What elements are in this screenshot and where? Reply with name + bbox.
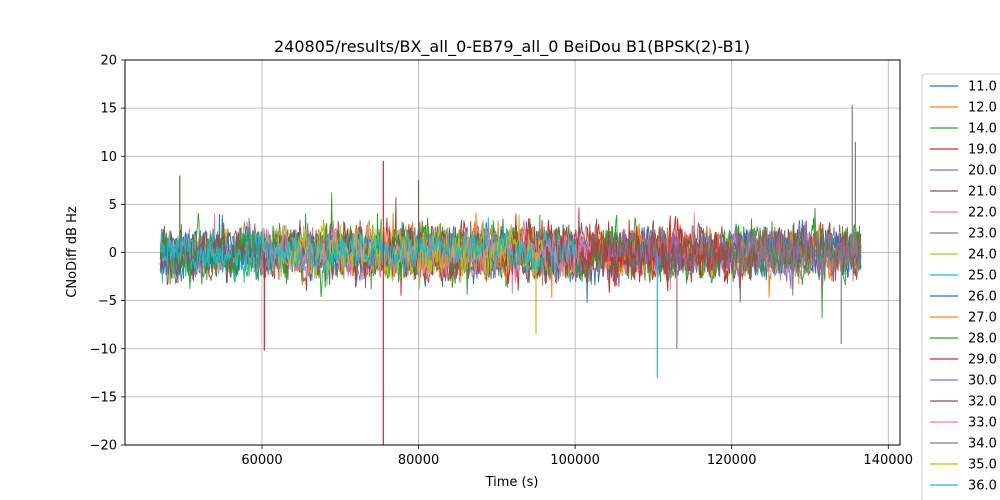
y-tick-label: 15 [100, 102, 117, 117]
legend-label: 25.0 [968, 269, 997, 284]
series-line [277, 214, 545, 290]
legend-entry: 27.0 [930, 311, 997, 326]
legend-entry: 26.0 [930, 290, 997, 305]
x-tick-label: 60000 [241, 453, 282, 468]
legend-entry: 36.0 [930, 479, 997, 494]
legend-entry: 30.0 [930, 374, 997, 389]
legend-label: 23.0 [968, 227, 997, 242]
legend-label: 35.0 [968, 458, 997, 473]
legend-label: 21.0 [968, 185, 997, 200]
y-tick-label: −15 [90, 390, 117, 405]
legend-label: 20.0 [968, 164, 997, 179]
chart-title: 240805/results/BX_all_0-EB79_all_0 BeiDo… [274, 37, 750, 57]
legend-label: 19.0 [968, 143, 997, 158]
y-tick-label: −10 [90, 342, 117, 357]
legend-entry: 34.0 [930, 437, 997, 452]
legend-label: 12.0 [968, 101, 997, 116]
legend-label: 32.0 [968, 395, 997, 410]
y-axis-label: CNoDiff dB Hz [65, 206, 80, 298]
legend-label: 29.0 [968, 353, 997, 368]
y-tick-label: 20 [100, 54, 117, 69]
y-tick-label: 5 [109, 198, 117, 213]
x-tick-label: 100000 [550, 453, 600, 468]
legend-label: 24.0 [968, 248, 997, 263]
legend-entry: 29.0 [930, 353, 997, 368]
x-tick-label: 80000 [398, 453, 439, 468]
legend-entry: 19.0 [930, 143, 997, 158]
plot-area [159, 105, 862, 445]
series-line [159, 216, 576, 283]
legend-entry: 25.0 [930, 269, 997, 284]
legend-entry: 32.0 [930, 395, 997, 410]
x-axis-label: Time (s) [485, 475, 539, 490]
legend-entry: 11.0 [930, 80, 997, 95]
series-layer [159, 105, 862, 445]
y-axis: −20 −15 −10 −5 0 5 10 15 20 [90, 54, 125, 454]
y-tick-label: −20 [90, 439, 117, 454]
legend: 11.0 12.0 14.0 19.0 20.0 21.0 22.0 23.0 24.0 25.0… [921, 73, 1000, 500]
legend-entry: 33.0 [930, 416, 997, 431]
x-tick-label: 140000 [863, 453, 913, 468]
series-line [731, 227, 862, 296]
legend-label: 30.0 [968, 374, 997, 389]
y-tick-label: 0 [109, 246, 117, 261]
x-tick-label: 120000 [707, 453, 757, 468]
legend-label: 26.0 [968, 290, 997, 305]
legend-entry: 35.0 [930, 458, 997, 473]
legend-label: 22.0 [968, 206, 997, 221]
legend-entry: 23.0 [930, 227, 997, 242]
legend-entry: 14.0 [930, 122, 997, 137]
legend-label: 28.0 [968, 332, 997, 347]
legend-entry: 28.0 [930, 332, 997, 347]
legend-label: 11.0 [968, 80, 997, 95]
legend-label: 34.0 [968, 437, 997, 452]
legend-label: 14.0 [968, 122, 997, 137]
legend-entry: 22.0 [930, 206, 997, 221]
legend-label: 27.0 [968, 311, 997, 326]
legend-label: 36.0 [968, 479, 997, 494]
y-tick-label: 10 [100, 150, 117, 165]
legend-box [921, 73, 1000, 500]
y-tick-label: −5 [98, 294, 117, 309]
legend-entry: 21.0 [930, 185, 997, 200]
legend-entry: 20.0 [930, 164, 997, 179]
legend-label: 33.0 [968, 416, 997, 431]
legend-entry: 12.0 [930, 101, 997, 116]
legend-entry: 24.0 [930, 248, 997, 263]
x-axis: 60000 80000 100000 120000 140000 [241, 445, 913, 468]
